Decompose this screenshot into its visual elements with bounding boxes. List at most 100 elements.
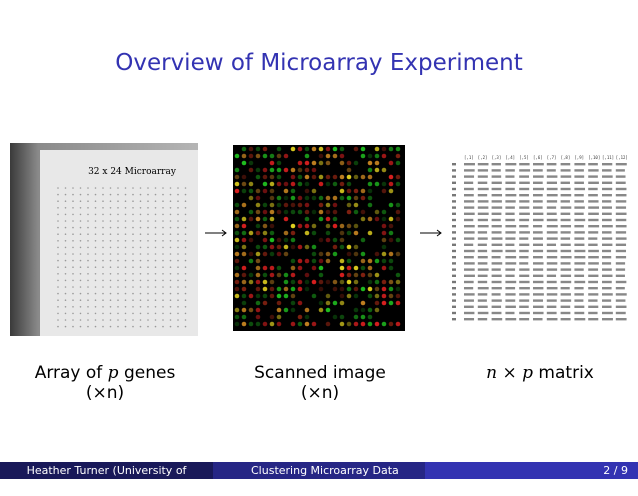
spot — [318, 279, 324, 285]
spot — [132, 286, 134, 288]
matrix-header: [,10] — [588, 155, 600, 160]
spot — [147, 259, 149, 262]
spot — [169, 273, 172, 275]
spot — [290, 195, 296, 201]
spot — [117, 207, 119, 209]
spot — [304, 272, 310, 278]
spot — [241, 314, 247, 320]
spot — [154, 207, 157, 209]
spot — [169, 213, 172, 216]
spot — [339, 314, 345, 320]
matrix-cell — [574, 318, 586, 321]
caption-math: n × p — [486, 363, 534, 383]
caption: Array of p genes (×n) — [5, 363, 205, 403]
matrix-cell — [615, 212, 627, 215]
spot — [169, 299, 172, 302]
spot — [169, 319, 172, 321]
matrix-cell — [477, 256, 488, 259]
spot — [346, 265, 352, 271]
matrix-cell — [615, 318, 627, 321]
spot — [117, 266, 119, 269]
matrix-cell — [477, 318, 488, 321]
spot — [72, 207, 74, 209]
spot — [154, 233, 157, 235]
spot — [162, 187, 164, 189]
spot — [72, 319, 74, 321]
spot — [262, 251, 268, 257]
spot — [283, 307, 289, 313]
spot — [388, 160, 394, 166]
matrix-cell — [533, 237, 543, 240]
spot — [139, 246, 142, 249]
spot — [87, 279, 89, 282]
spot — [353, 272, 359, 278]
spot — [325, 181, 331, 187]
spot — [269, 216, 275, 222]
spot — [269, 195, 275, 201]
spot — [248, 195, 254, 201]
spot — [109, 259, 112, 262]
spot — [117, 306, 119, 308]
spot — [57, 220, 59, 222]
matrix-cell — [560, 237, 571, 240]
spot — [132, 325, 134, 328]
spot — [388, 174, 394, 180]
spot — [184, 312, 187, 315]
spot — [332, 300, 338, 306]
spot — [169, 233, 172, 235]
row-index — [452, 200, 456, 203]
spot — [381, 216, 387, 222]
spot — [94, 266, 97, 269]
spot — [381, 258, 387, 264]
spot — [124, 246, 127, 249]
spot — [283, 195, 289, 201]
spot — [72, 325, 74, 328]
spot — [117, 325, 119, 328]
matrix-cell — [560, 287, 570, 290]
spot — [241, 223, 247, 229]
spot — [184, 193, 187, 196]
spot — [332, 244, 338, 250]
spot — [102, 213, 104, 216]
spot — [79, 233, 82, 235]
caption-text: Array of — [34, 363, 108, 383]
spot — [311, 293, 317, 299]
spot — [241, 321, 247, 327]
spot — [374, 258, 380, 264]
spot — [346, 321, 352, 327]
spot — [318, 202, 324, 208]
spot — [339, 146, 345, 152]
spot — [304, 321, 310, 327]
spot — [269, 244, 275, 250]
spot — [184, 226, 187, 229]
matrix-cell — [615, 249, 627, 253]
spot — [132, 193, 134, 196]
spot — [169, 259, 172, 262]
matrix-cell — [464, 280, 474, 284]
row-index — [452, 206, 456, 209]
matrix-cell — [491, 249, 503, 253]
spot — [177, 213, 179, 216]
matrix-header: [,5] — [519, 155, 529, 160]
matrix-header: [,8] — [561, 155, 571, 160]
spot — [154, 226, 157, 229]
matrix-cell — [602, 274, 613, 277]
spot — [395, 293, 401, 299]
matrix-cell — [588, 194, 598, 197]
matrix-cell — [464, 187, 474, 191]
spot — [169, 292, 172, 295]
spot — [367, 153, 373, 159]
matrix-cell — [615, 163, 627, 166]
matrix-cell — [615, 274, 625, 277]
spot — [102, 306, 104, 308]
spot — [255, 286, 261, 292]
spot — [332, 286, 338, 292]
matrix-cell — [588, 169, 599, 172]
spot — [353, 230, 359, 236]
matrix-cell — [533, 318, 543, 321]
matrix-header: [,9] — [574, 155, 584, 160]
row-index — [452, 299, 456, 302]
spot — [269, 286, 275, 292]
spot — [132, 213, 134, 216]
spot — [346, 258, 352, 264]
